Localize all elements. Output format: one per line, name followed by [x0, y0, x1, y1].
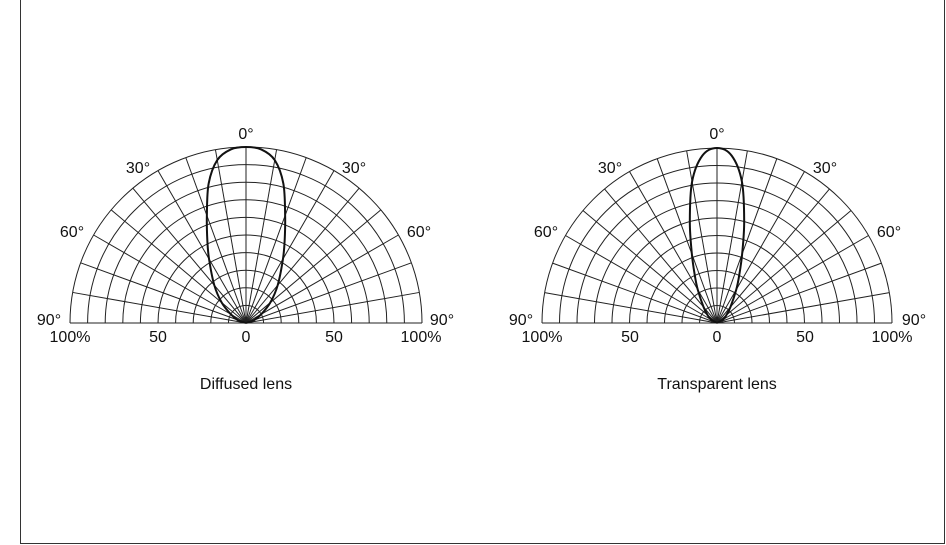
- grid-spoke: [716, 262, 882, 324]
- radial-label-right-100: 100%: [401, 329, 442, 346]
- grid-spoke: [157, 170, 247, 324]
- angle-label-60-left: 60°: [534, 224, 558, 241]
- radial-label-center-0: 0: [242, 329, 251, 346]
- grid-spoke: [245, 157, 307, 324]
- grid-spoke: [716, 210, 852, 324]
- grid-spoke: [552, 262, 718, 324]
- grid-spoke: [716, 188, 830, 324]
- grid-spoke: [716, 171, 805, 324]
- grid-spoke: [245, 170, 335, 324]
- angle-label-90-right: 90°: [430, 312, 454, 329]
- angle-label-0: 0°: [238, 126, 253, 143]
- angle-label-90-left: 90°: [37, 312, 61, 329]
- intensity-series: [205, 145, 287, 324]
- grid-spoke: [245, 291, 420, 324]
- angle-label-30-right: 30°: [342, 160, 366, 177]
- angle-label-60-right: 60°: [877, 224, 901, 241]
- radial-label-left-50: 50: [149, 329, 167, 346]
- grid-spoke: [582, 210, 718, 324]
- grid-spoke: [185, 157, 247, 324]
- grid-spoke: [544, 292, 718, 324]
- grid-spoke: [716, 235, 869, 324]
- grid-spoke: [80, 262, 247, 324]
- grid-spoke: [245, 262, 412, 324]
- angle-label-60-right: 60°: [407, 224, 431, 241]
- angle-label-60-left: 60°: [60, 224, 84, 241]
- grid-spoke: [716, 158, 778, 324]
- figure-frame: [20, 0, 945, 544]
- angle-label-30-right: 30°: [813, 160, 837, 177]
- grid-spoke: [245, 187, 360, 324]
- intensity-curve: [688, 146, 746, 324]
- radial-label-right-50: 50: [325, 329, 343, 346]
- grid-spoke: [565, 235, 718, 324]
- chart-title-diffused: Diffused lens: [200, 376, 292, 393]
- grid-spoke: [604, 188, 718, 324]
- radial-label-left-100: 100%: [522, 329, 563, 346]
- radial-label-center-0: 0: [713, 329, 722, 346]
- angle-label-30-left: 30°: [598, 160, 622, 177]
- polar-grid: [541, 147, 893, 324]
- angle-label-30-left: 30°: [126, 160, 150, 177]
- grid-spoke: [93, 234, 247, 324]
- polar-grid: [69, 146, 423, 324]
- angle-label-90-left: 90°: [509, 312, 533, 329]
- grid-spoke: [629, 171, 718, 324]
- intensity-curve: [205, 145, 287, 324]
- grid-spoke: [716, 292, 890, 324]
- grid-spoke: [245, 234, 399, 324]
- chart-title-transparent: Transparent lens: [657, 376, 776, 393]
- radial-label-left-100: 100%: [50, 329, 91, 346]
- polar-chart-transparent: 0° 30° 30° 60° 60° 90° 90° 100% 50 0 50 …: [509, 126, 926, 393]
- grid-spoke: [72, 291, 247, 324]
- angle-label-0: 0°: [709, 126, 724, 143]
- grid-spoke: [245, 149, 278, 324]
- intensity-series: [688, 146, 746, 324]
- grid-spoke: [656, 158, 718, 324]
- radial-label-right-50: 50: [796, 329, 814, 346]
- radial-label-left-50: 50: [621, 329, 639, 346]
- angle-label-90-right: 90°: [902, 312, 926, 329]
- grid-spoke: [132, 187, 247, 324]
- polar-chart-diffused: 0° 30° 30° 60° 60° 90° 90° 100% 50 0 50 …: [37, 126, 454, 393]
- grid-spoke: [214, 149, 247, 324]
- radial-label-right-100: 100%: [872, 329, 913, 346]
